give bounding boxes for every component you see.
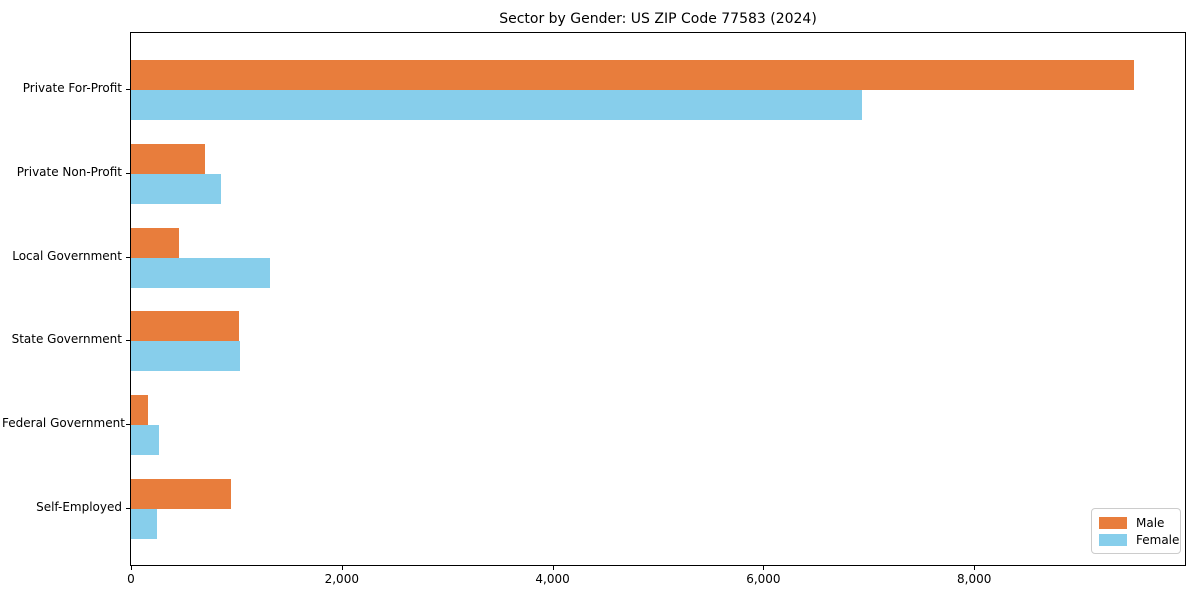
bar-male-1 bbox=[131, 143, 205, 174]
y-axis-label-5: Self-Employed bbox=[36, 500, 122, 514]
bar-male-2 bbox=[131, 227, 179, 258]
x-axis-label-8000: 8,000 bbox=[957, 572, 992, 586]
legend-label-male: Male bbox=[1136, 515, 1165, 530]
x-tick-8000 bbox=[974, 566, 976, 570]
plot-area bbox=[130, 32, 1186, 566]
legend-item-female: Female bbox=[1099, 531, 1179, 548]
x-tick-2000 bbox=[341, 566, 343, 570]
y-tick-3 bbox=[126, 340, 130, 342]
x-tick-0 bbox=[131, 566, 132, 570]
bar-female-2 bbox=[131, 257, 270, 288]
x-axis-label-4000: 4,000 bbox=[535, 572, 570, 586]
y-tick-2 bbox=[126, 256, 130, 258]
bar-female-1 bbox=[131, 173, 221, 204]
bar-male-4 bbox=[131, 395, 148, 426]
y-axis-label-0: Private For-Profit bbox=[22, 81, 122, 95]
bar-female-5 bbox=[131, 509, 157, 539]
bar-female-3 bbox=[131, 341, 240, 372]
legend-swatch-female bbox=[1099, 533, 1127, 546]
y-axis-label-4: Federal Government bbox=[2, 416, 125, 431]
bar-female-0 bbox=[131, 90, 862, 120]
bar-male-3 bbox=[131, 311, 239, 342]
x-tick-4000 bbox=[552, 566, 554, 570]
x-axis-label-6000: 6,000 bbox=[746, 572, 781, 586]
bar-female-4 bbox=[131, 425, 159, 456]
y-axis-label-2: Local Government bbox=[12, 248, 122, 263]
y-axis-label-1: Private Non-Profit bbox=[16, 164, 122, 179]
y-tick-1 bbox=[126, 172, 130, 174]
legend-swatch-male bbox=[1099, 516, 1127, 529]
legend: Male Female bbox=[1091, 508, 1181, 554]
y-axis-label-3: State Government bbox=[11, 332, 122, 347]
x-axis-label-2000: 2,000 bbox=[324, 572, 359, 586]
x-axis-label-0: 0 bbox=[127, 572, 135, 586]
legend-label-female: Female bbox=[1136, 532, 1180, 547]
bar-male-5 bbox=[131, 479, 231, 509]
y-tick-4 bbox=[126, 424, 130, 426]
y-tick-0 bbox=[126, 89, 130, 90]
chart-title: Sector by Gender: US ZIP Code 77583 (202… bbox=[499, 11, 817, 27]
x-tick-6000 bbox=[763, 566, 765, 570]
bar-male-0 bbox=[131, 60, 1134, 90]
legend-item-male: Male bbox=[1099, 514, 1172, 531]
y-tick-5 bbox=[126, 508, 130, 509]
